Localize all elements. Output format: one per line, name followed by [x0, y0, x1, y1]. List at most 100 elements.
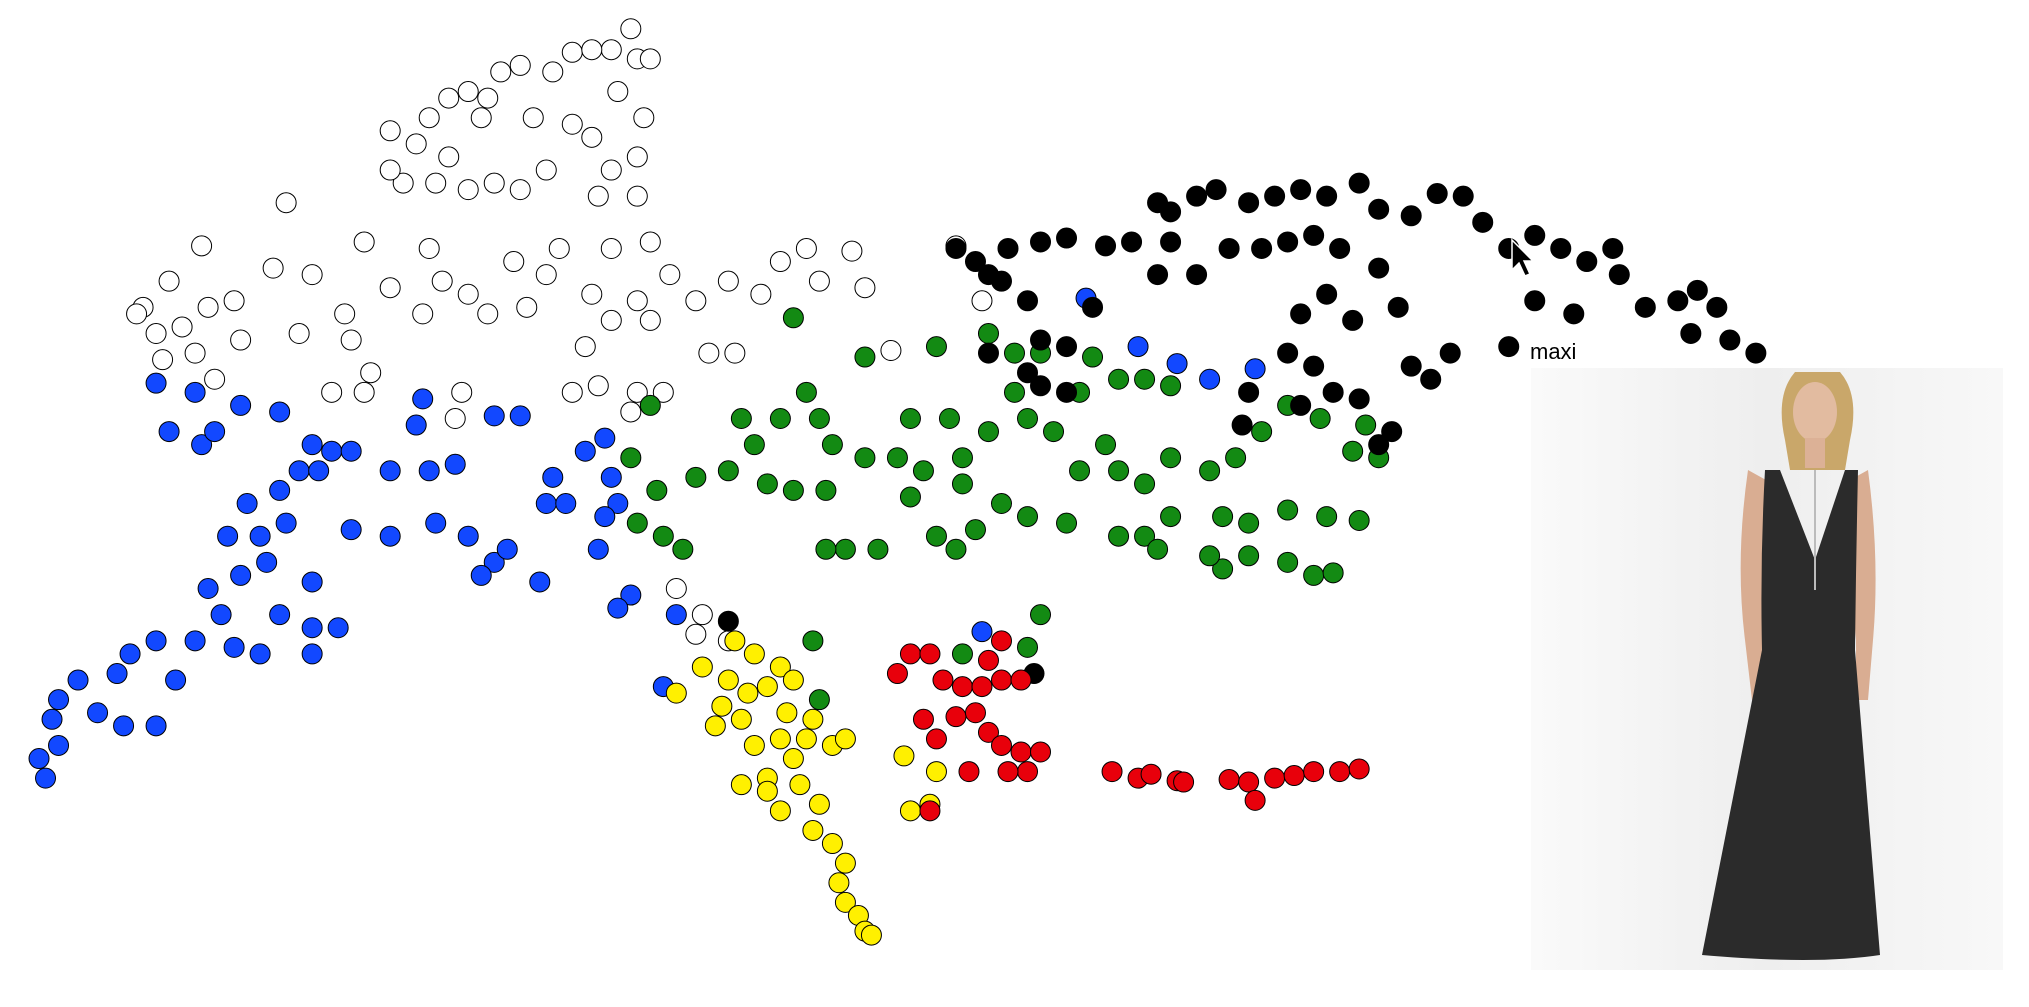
point [1251, 421, 1273, 443]
point [197, 578, 219, 600]
point [457, 179, 479, 201]
neck [1805, 438, 1825, 468]
point [483, 405, 505, 427]
point [425, 172, 447, 194]
point [1283, 765, 1305, 787]
point [301, 643, 323, 665]
point [587, 538, 609, 560]
point [685, 623, 707, 645]
point [1550, 237, 1572, 259]
point [28, 748, 50, 770]
point [1667, 290, 1689, 312]
point [217, 525, 239, 547]
point [893, 745, 915, 767]
point [958, 761, 980, 783]
point [340, 440, 362, 462]
point [1095, 235, 1117, 257]
point [405, 133, 427, 155]
point [932, 669, 954, 691]
point [184, 381, 206, 403]
point [230, 564, 252, 586]
point [737, 682, 759, 704]
point [600, 466, 622, 488]
point [1322, 381, 1344, 403]
point [945, 706, 967, 728]
point [717, 669, 739, 691]
point [1166, 353, 1188, 375]
point [542, 61, 564, 83]
point [41, 708, 63, 730]
point [561, 41, 583, 63]
point [379, 277, 401, 299]
point [1348, 510, 1370, 532]
point [581, 283, 603, 305]
point [145, 322, 167, 344]
point [717, 270, 739, 292]
point [977, 649, 999, 671]
point [782, 748, 804, 770]
point [925, 525, 947, 547]
point [1244, 789, 1266, 811]
point [834, 891, 856, 913]
point [1244, 358, 1266, 380]
point [535, 264, 557, 286]
point [106, 663, 128, 685]
point [1316, 506, 1338, 528]
point [1290, 394, 1312, 416]
point [782, 669, 804, 691]
point [626, 381, 648, 403]
point [1238, 512, 1260, 534]
point [1348, 758, 1370, 780]
point [659, 264, 681, 286]
point [165, 669, 187, 691]
point [1238, 545, 1260, 567]
point [951, 676, 973, 698]
point [1108, 368, 1130, 390]
point [1017, 506, 1039, 528]
point [1400, 205, 1422, 227]
point [334, 303, 356, 325]
point [1212, 558, 1234, 580]
point [1127, 336, 1149, 358]
point [87, 702, 109, 724]
point [769, 251, 791, 273]
point [483, 551, 505, 573]
point [360, 362, 382, 384]
point [646, 479, 668, 501]
point [594, 427, 616, 449]
point [301, 571, 323, 593]
point [951, 643, 973, 665]
point [964, 702, 986, 724]
point [418, 460, 440, 482]
point [269, 604, 291, 626]
point [899, 486, 921, 508]
point [665, 578, 687, 600]
point [600, 237, 622, 259]
point [665, 604, 687, 626]
point [808, 407, 830, 429]
point [145, 372, 167, 394]
point [717, 610, 739, 632]
point [743, 734, 765, 756]
point [1602, 237, 1624, 259]
point [854, 277, 876, 299]
tooltip: maxi [1528, 336, 2003, 970]
point [561, 113, 583, 135]
point [1400, 355, 1422, 377]
point [184, 630, 206, 652]
point [308, 460, 330, 482]
point [815, 479, 837, 501]
point [886, 663, 908, 685]
point [724, 342, 746, 364]
point [919, 800, 941, 822]
point [990, 493, 1012, 514]
point [607, 493, 629, 514]
point [971, 621, 993, 643]
point [113, 715, 135, 737]
point [509, 54, 531, 76]
point [977, 322, 999, 344]
point [925, 761, 947, 783]
point [1160, 447, 1182, 469]
point [1368, 198, 1390, 220]
point [685, 290, 707, 312]
